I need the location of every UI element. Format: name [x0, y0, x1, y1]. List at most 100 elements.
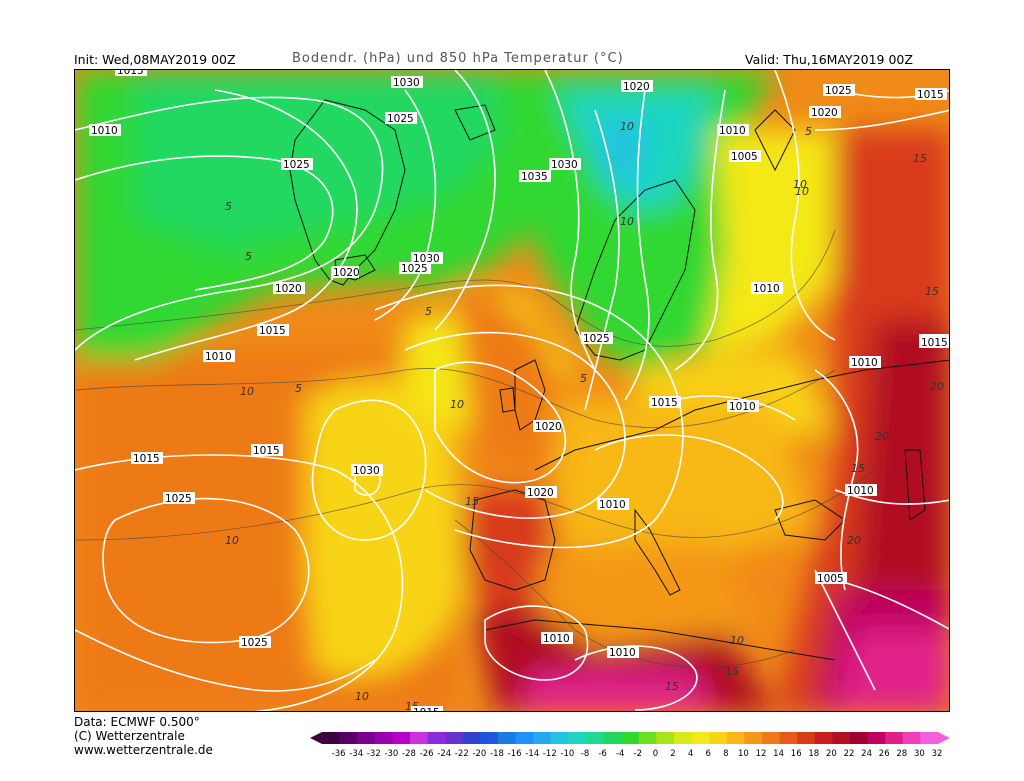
isobar-label: 1010	[543, 633, 570, 645]
isobar-label: 1010	[609, 647, 636, 659]
colorbar-swatch	[498, 732, 517, 744]
colorbar-tick-label: -10	[560, 749, 574, 759]
colorbar-tick-label: -8	[581, 749, 589, 759]
temp-label: 10	[450, 398, 464, 411]
colorbar-tick-label: -36	[332, 749, 346, 759]
isobar-label: 1015	[921, 337, 948, 349]
colorbar-tick-label: -2	[634, 749, 642, 759]
isobar-label: 1020	[623, 81, 650, 93]
isobar-label: 1025	[241, 637, 268, 649]
colorbar-swatch	[392, 732, 411, 744]
colorbar-right-arrow	[938, 732, 950, 744]
chart-title: Bodendr. (hPa) und 850 hPa Temperatur (°…	[292, 51, 624, 66]
isobar-label: 1025	[283, 159, 310, 171]
isobar-label: 1030	[353, 465, 380, 477]
colorbar-tick-label: -30	[384, 749, 398, 759]
isobar-label: 1010	[753, 283, 780, 295]
temp-label: 5	[245, 250, 252, 263]
colorbar-swatch	[638, 732, 657, 744]
colorbar-tick-label: 4	[688, 749, 693, 759]
temp-label: 5	[805, 125, 812, 138]
colorbar-swatch	[568, 732, 587, 744]
weather-map: 5 5 5 10 5 10 10 10 15 5 10 10 5 15 15 1…	[74, 69, 950, 712]
temp-label: 10	[355, 690, 369, 703]
isobar-label: 1030	[413, 253, 440, 265]
colorbar-swatch	[797, 732, 816, 744]
colorbar-swatch	[427, 732, 446, 744]
colorbar-tick-label: -22	[455, 749, 469, 759]
temp-label: 10	[620, 120, 634, 133]
valid-time-label: Valid: Thu,16MAY2019 00Z	[745, 52, 913, 67]
isobar-label: 1020	[535, 421, 562, 433]
temperature-isotherms	[75, 229, 876, 668]
colorbar-tick-label: 6	[705, 749, 710, 759]
isobar-label: 1015	[259, 325, 286, 337]
colorbar-swatch	[850, 732, 869, 744]
colorbar-tick-label: -12	[543, 749, 557, 759]
isobar-label: 1010	[599, 499, 626, 511]
colorbar-swatch	[832, 732, 851, 744]
colorbar-tick-label: -4	[616, 749, 624, 759]
temp-label: 15	[665, 680, 679, 693]
isobar-label: 1010	[719, 125, 746, 137]
colorbar-tick-label: 0	[653, 749, 658, 759]
isobar-labels: 1015 1030 1020 1025 1010 1025 1010 1005 …	[89, 70, 949, 711]
colorbar-tick-label: 2	[670, 749, 675, 759]
isobar-label: 1015	[133, 453, 160, 465]
isobar-label: 1025	[583, 333, 610, 345]
colorbar-swatch	[586, 732, 605, 744]
colorbar-swatch	[462, 732, 481, 744]
isobar-label: 1010	[205, 351, 232, 363]
colorbar-tick-label: 12	[756, 749, 767, 759]
isobar-label: 1015	[117, 70, 144, 77]
colorbar-tick-label: 24	[861, 749, 872, 759]
isobar-label: 1020	[333, 267, 360, 279]
temp-label: 5	[580, 372, 587, 385]
temp-label: 10	[240, 385, 254, 398]
isobar-label: 1035	[521, 171, 548, 183]
colorbar-swatch	[621, 732, 640, 744]
colorbar-tick-label: 28	[896, 749, 907, 759]
temp-label: 15	[725, 665, 739, 678]
temperature-field	[75, 70, 949, 711]
temp-label: 10	[620, 215, 634, 228]
colorbar-swatch	[726, 732, 745, 744]
isobar-label: 1010	[851, 357, 878, 369]
temp-label: 15	[851, 462, 865, 475]
colorbar-swatch	[674, 732, 693, 744]
temp-label: 10	[795, 185, 809, 198]
colorbar-swatch	[322, 732, 341, 744]
temperature-labels: 5 5 5 10 5 10 10 10 15 5 10 10 5 15 15 1…	[225, 120, 944, 712]
coastlines	[289, 99, 949, 661]
colorbar-tick-label: -18	[490, 749, 504, 759]
isobar-label: 1025	[825, 85, 852, 97]
init-time-label: Init: Wed,08MAY2019 00Z	[74, 52, 236, 67]
isobar-label: 1015	[253, 445, 280, 457]
isobar-label: 1030	[393, 77, 420, 89]
colorbar-swatch	[691, 732, 710, 744]
colorbar-swatch	[374, 732, 393, 744]
colorbar-swatch	[550, 732, 569, 744]
temp-label: 15	[405, 700, 419, 712]
colorbar-swatch	[762, 732, 781, 744]
colorbar-tick-label: -28	[402, 749, 416, 759]
isobar-label: 1015	[917, 89, 944, 101]
colorbar-swatch	[339, 732, 358, 744]
colorbar-swatch	[814, 732, 833, 744]
colorbar-tick-label: 22	[844, 749, 855, 759]
temp-label: 20	[875, 430, 889, 443]
isobar-label: 1005	[731, 151, 758, 163]
temp-label: 5	[295, 382, 302, 395]
colorbar-tick-label: 18	[808, 749, 819, 759]
colorbar-swatch	[744, 732, 763, 744]
isobar-label: 1020	[275, 283, 302, 295]
colorbar-tick-label: 16	[791, 749, 802, 759]
colorbar-swatch	[533, 732, 552, 744]
colorbar-tick-label: 30	[914, 749, 925, 759]
colorbar-swatch	[357, 732, 376, 744]
colorbar-tick-label: -26	[420, 749, 434, 759]
isobar-label: 1005	[817, 573, 844, 585]
colorbar-tick-label: 14	[773, 749, 784, 759]
data-credits: Data: ECMWF 0.500° (C) Wetterzentrale ww…	[74, 715, 213, 757]
colorbar-swatch	[410, 732, 429, 744]
